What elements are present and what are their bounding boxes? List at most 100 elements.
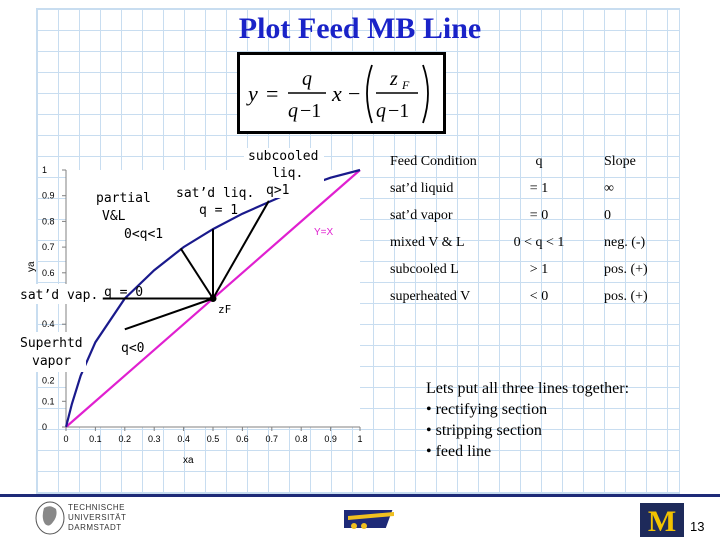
formula-left-paren [366,64,373,124]
partner-logo-icon [344,510,394,529]
y-tick-label: 0.9 [42,191,55,201]
y-axis-label: ya [26,261,37,272]
table-header-row: Feed Condition q Slope [384,154,674,176]
table-cell-q: > 1 [529,262,549,277]
table-cell-condition: mixed V & L [390,235,465,250]
table-row: mixed V & L 0 < q < 1 neg. (-) [384,235,674,257]
y-tick-label-partial: 0.2 [42,376,55,386]
superhtd-label-bg [16,332,86,372]
michigan-logo-icon: M [640,503,684,537]
satd-liq-q-label: q = 1 [199,203,238,218]
x-tick-label: 0.8 [295,434,308,444]
feed-line [179,247,214,300]
tud-line-1: TECHNISCHE [68,503,126,512]
satd-vap-label-bg [18,284,102,304]
table-header-q: q [535,154,543,169]
formula-minus-one: −1 [300,100,321,122]
x-tick-label: 0.7 [266,434,279,444]
bullet-item: • stripping section [426,422,542,439]
table-cell-slope: neg. (-) [604,235,646,250]
subcooled-label: subcooled [248,149,318,164]
table-cell-slope: ∞ [604,181,614,196]
x-tick-label: 0.4 [177,434,190,444]
y-tick-label: 0.4 [42,319,55,329]
x-tick-label: 1 [357,434,362,444]
feed-line-formula: y = q q −1 x − z F q −1 [237,52,446,134]
formula-x: x [331,81,342,106]
feed-line [124,297,214,331]
formula-right-paren [422,64,429,124]
table-row: sat’d vapor = 0 0 [384,208,674,230]
y-equals-x-label: Y=X [314,227,334,238]
formula-y: y [246,81,258,106]
table-row: superheated V < 0 pos. (+) [384,289,674,311]
table-header-feed-condition: Feed Condition [390,154,477,169]
table-cell-q: 0 < q < 1 [513,235,565,250]
x-tick-label: 0.6 [236,434,249,444]
x-tick-label: 0.3 [148,434,161,444]
bullets-intro: Lets put all three lines together: [426,380,630,397]
formula-z-subscript: F [401,78,410,92]
table-cell-condition: sat’d vapor [390,208,453,223]
table-cell-q: = 1 [529,181,549,196]
x-tick-label: 0.2 [119,434,132,444]
table-cell-condition: superheated V [390,289,471,304]
tud-logo-text: TECHNISCHE UNIVERSITÄT DARMSTADT [68,503,126,533]
x-tick-label: 0.9 [324,434,337,444]
formula-minus-one-2: −1 [388,100,409,122]
table-cell-slope: 0 [604,208,611,223]
table-row: sat’d liquid = 1 ∞ [384,181,674,203]
feed-composition-label: zF [218,303,231,316]
formula-svg: y = q q −1 x − z F q −1 [246,64,429,124]
summary-bullets: Lets put all three lines together: • rec… [426,378,629,462]
formula-q-denominator-2: q [376,100,386,122]
slide-title: Plot Feed MB Line [238,12,482,45]
bullet-item: • feed line [426,443,492,460]
table-cell-condition: sat’d liquid [390,181,454,196]
formula-q-denominator: q [288,100,298,122]
tud-line-2: UNIVERSITÄT [68,513,127,522]
table-cell-q: < 0 [529,289,549,304]
superhtd-q-label: q<0 [121,341,144,356]
x-tick-label: 0.5 [207,434,220,444]
y-tick-label: 0.6 [42,268,55,278]
x-tick-label: 0.1 [89,434,102,444]
bullet-item: • rectifying section [426,401,548,418]
table-cell-slope: pos. (+) [604,289,648,304]
y-tick-label: 0.1 [42,396,55,406]
feed-line [212,200,270,299]
vl-label: V&L [102,209,126,224]
partial-label: partial [96,191,151,206]
subcooled-label-bg [244,148,324,198]
subcooled-liq-label: liq. [272,166,303,181]
chart-annotations: Y=X zF sat’d liq. q = 1 partial V&L 0<q<1 subco… [16,148,334,372]
x-tick-label: 0 [63,434,68,444]
feed-point-marker [209,295,217,302]
michigan-logo-letter: M [648,505,676,537]
table-header-slope: Slope [604,154,636,169]
footer-divider [0,494,720,497]
y-tick-label: 0.7 [42,242,55,252]
tud-line-3: DARMSTADT [68,523,122,532]
table-cell-condition: subcooled L [390,262,459,277]
subcooled-q-label: q>1 [266,183,289,198]
superhtd-label: Superhtd [20,336,83,351]
formula-minus: − [348,81,360,106]
formula-equals: = [266,81,278,106]
superhtd-vapor-label: vapor [32,354,71,369]
y-tick-label: 1 [42,165,47,175]
chart-ticks: 0 0.1 0.2 0.3 0.4 0.5 0.6 0.7 0.8 0.9 1 1 0.9 0.8 0.7 0… [26,165,363,466]
x-axis-label: xa [183,455,194,466]
table-cell-q: = 0 [529,208,549,223]
table-cell-slope: pos. (+) [604,262,648,277]
satd-vap-q-label: q = 0 [104,285,143,300]
page-number: 13 [690,519,705,534]
partial-q-label: 0<q<1 [124,227,163,242]
y-tick-label: 0 [42,422,47,432]
formula-q-numerator: q [302,68,312,90]
satd-liq-label: sat’d liq. [176,186,254,201]
satd-vap-label: sat’d vap. [20,288,98,303]
formula-z: z [389,68,398,90]
table-row: subcooled L > 1 pos. (+) [384,262,674,284]
